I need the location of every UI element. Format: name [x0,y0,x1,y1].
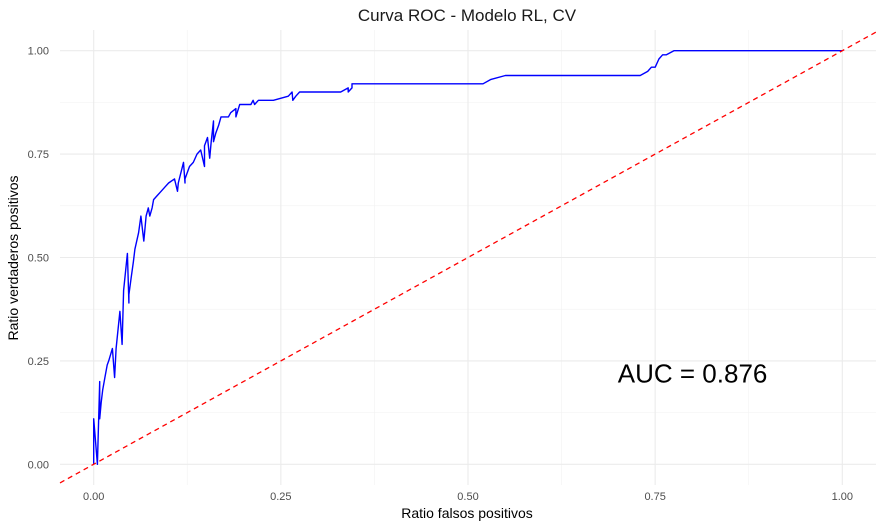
x-tick-label: 0.50 [457,491,478,503]
x-axis-title: Ratio falsos positivos [401,505,533,521]
x-tick-label: 0.00 [83,491,104,503]
y-tick-label: 0.00 [28,459,49,471]
y-tick-label: 0.75 [28,149,49,161]
x-axis-ticks: 0.00 0.25 0.50 0.75 1.00 [83,491,853,503]
auc-annotation: AUC = 0.876 [618,358,768,388]
y-axis-ticks: 0.00 0.25 0.50 0.75 1.00 [28,46,49,472]
roc-curve-line [93,50,843,465]
chart-title: Curva ROC - Modelo RL, CV [358,6,577,25]
y-tick-label: 0.25 [28,356,49,368]
x-tick-label: 0.25 [270,491,291,503]
major-grid [60,30,876,485]
series-layer [59,31,877,484]
x-tick-label: 1.00 [832,491,853,503]
y-axis-title: Ratio verdaderos positivos [5,176,21,341]
x-tick-label: 0.75 [644,491,665,503]
y-tick-label: 1.00 [28,46,49,58]
diagonal-reference-line [59,31,877,484]
y-tick-label: 0.50 [28,253,49,265]
